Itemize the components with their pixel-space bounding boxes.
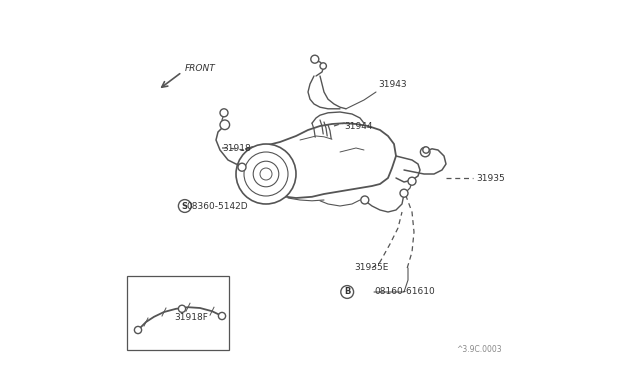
Bar bbox=[127, 276, 229, 350]
Circle shape bbox=[244, 152, 288, 196]
Circle shape bbox=[253, 161, 279, 187]
Circle shape bbox=[423, 147, 429, 153]
Text: 31935: 31935 bbox=[476, 173, 505, 183]
Circle shape bbox=[220, 120, 230, 129]
Circle shape bbox=[400, 189, 408, 197]
Circle shape bbox=[179, 305, 186, 312]
Circle shape bbox=[311, 55, 319, 63]
Circle shape bbox=[236, 144, 296, 204]
Text: 08160-61610: 08160-61610 bbox=[374, 288, 435, 296]
Text: 31944: 31944 bbox=[344, 122, 372, 131]
Text: 31943: 31943 bbox=[378, 80, 406, 89]
Circle shape bbox=[134, 326, 141, 334]
Circle shape bbox=[220, 109, 228, 117]
Text: S: S bbox=[182, 202, 188, 211]
Text: 08360-5142D: 08360-5142D bbox=[186, 202, 248, 211]
Circle shape bbox=[420, 147, 430, 157]
Text: FRONT: FRONT bbox=[185, 64, 216, 73]
Circle shape bbox=[218, 312, 226, 320]
Circle shape bbox=[341, 286, 354, 298]
Circle shape bbox=[320, 63, 326, 69]
Circle shape bbox=[238, 163, 246, 171]
Circle shape bbox=[179, 200, 191, 212]
Circle shape bbox=[260, 168, 272, 180]
Text: ^3.9C.0003: ^3.9C.0003 bbox=[456, 346, 502, 355]
Circle shape bbox=[361, 196, 369, 204]
Text: 31918: 31918 bbox=[222, 144, 251, 153]
Text: 31935E: 31935E bbox=[354, 263, 388, 273]
Text: 31918F: 31918F bbox=[174, 314, 208, 323]
Text: B: B bbox=[344, 288, 350, 296]
Circle shape bbox=[408, 177, 416, 185]
